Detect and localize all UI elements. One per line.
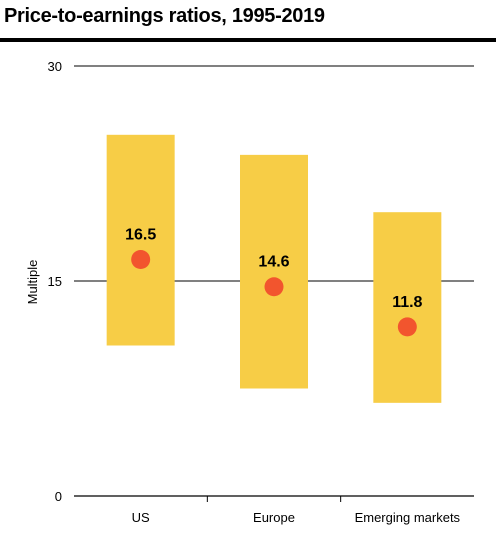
- x-category-label: Emerging markets: [355, 510, 461, 525]
- value-label: 16.5: [125, 227, 156, 244]
- chart-title: Price-to-earnings ratios, 1995-2019: [4, 5, 325, 27]
- value-label: 14.6: [258, 254, 289, 271]
- median-dot: [264, 277, 284, 297]
- y-tick-label: 0: [55, 489, 62, 504]
- title-rule: [0, 38, 496, 42]
- value-label: 11.8: [392, 294, 422, 311]
- y-tick-label: 30: [48, 59, 62, 74]
- range-bar: [240, 154, 308, 389]
- y-tick-label: 15: [48, 274, 62, 289]
- x-category-label: US: [132, 510, 150, 525]
- range-bar: [373, 212, 442, 403]
- y-axis-label: Multiple: [25, 260, 40, 305]
- median-dot: [397, 317, 417, 337]
- median-dot: [131, 250, 151, 269]
- x-category-label: Europe: [253, 510, 295, 525]
- range-bar: [106, 134, 175, 346]
